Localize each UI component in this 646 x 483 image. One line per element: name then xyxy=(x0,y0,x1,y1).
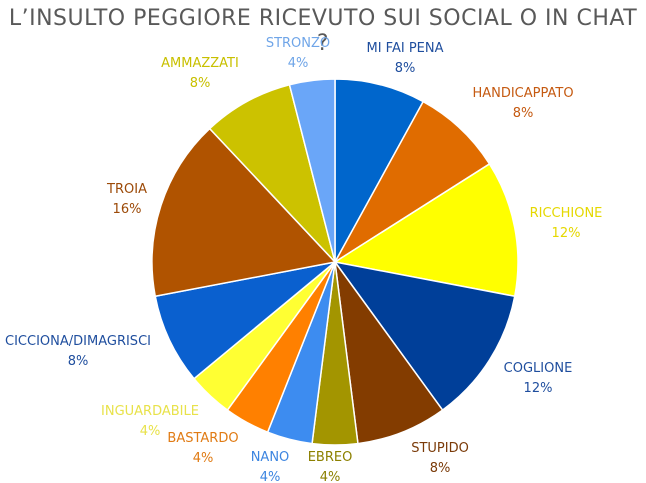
pie-slice-troia xyxy=(151,127,337,298)
slice-value-stronzo: 4% xyxy=(288,56,309,71)
slice-value-cicciona-dimagrisci: 8% xyxy=(68,354,89,369)
slice-value-mi-fai-pena: 8% xyxy=(395,61,416,76)
slice-value-troia: 16% xyxy=(113,202,142,217)
slice-value-bastardo: 4% xyxy=(193,451,214,466)
pie-slice-ammazzati xyxy=(208,83,336,263)
slice-label-stronzo: STRONZO xyxy=(266,36,330,51)
slice-value-handicappato: 8% xyxy=(513,106,534,121)
pie-slice-stronzo xyxy=(288,78,336,263)
pie-slice-ricchione xyxy=(332,162,519,298)
slice-value-coglione: 12% xyxy=(524,381,553,396)
slice-label-ammazzati: AMMAZZATI xyxy=(161,56,239,71)
pie-slice-mi-fai-pena xyxy=(334,78,425,263)
slice-label-ebreo: EBREO xyxy=(308,450,353,465)
slice-label-troia: TROIA xyxy=(106,182,147,197)
slice-value-ebreo: 4% xyxy=(320,470,341,483)
slice-label-nano: NANO xyxy=(251,450,290,465)
slice-value-ricchione: 12% xyxy=(552,226,581,241)
slice-label-cicciona-dimagrisci: CICCIONA/DIMAGRISCI xyxy=(5,334,151,349)
pie-slice-handicappato xyxy=(334,100,491,263)
pie-slice-stupido xyxy=(334,261,444,445)
slice-label-inguardabile: INGUARDABILE xyxy=(101,404,199,419)
slice-label-handicappato: HANDICAPPATO xyxy=(472,86,573,101)
slice-label-stupido: STUPIDO xyxy=(411,441,469,456)
slice-value-stupido: 8% xyxy=(430,461,451,476)
pie-slice-cicciona-dimagrisci xyxy=(154,261,336,380)
slice-value-nano: 4% xyxy=(260,470,281,483)
slice-label-mi-fai-pena: MI FAI PENA xyxy=(367,41,444,56)
slice-label-bastardo: BASTARDO xyxy=(167,431,238,446)
slice-label-coglione: COGLIONE xyxy=(504,361,573,376)
chart-title: L’INSULTO PEGGIORE RICEVUTO SUI SOCIAL O… xyxy=(8,6,638,56)
slice-value-inguardabile: 4% xyxy=(140,424,161,439)
pie-slice-coglione xyxy=(333,260,516,412)
slice-value-ammazzati: 8% xyxy=(190,76,211,91)
slice-label-ricchione: RICCHIONE xyxy=(530,206,603,221)
